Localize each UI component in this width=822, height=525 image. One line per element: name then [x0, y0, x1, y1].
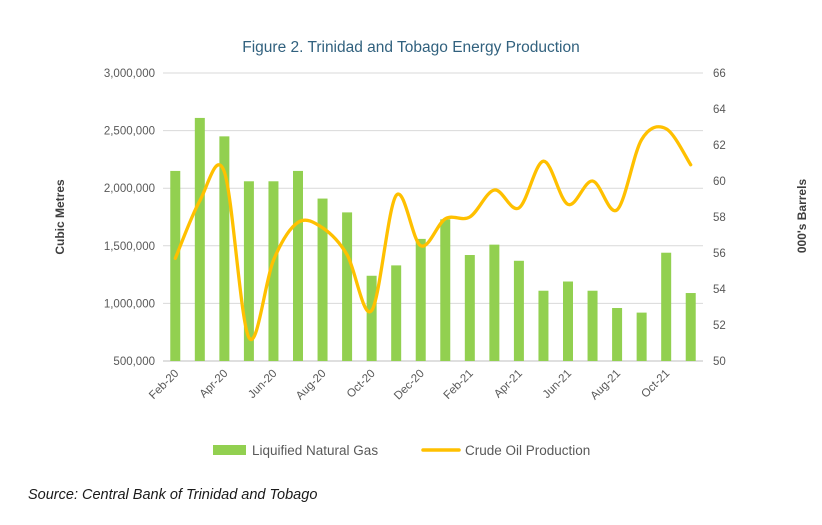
lng-bar [366, 275, 377, 361]
y-axis-right-tick-labels: 50 52 54 56 58 60 62 64 66 [713, 68, 726, 368]
lng-bar [194, 117, 205, 361]
lng-bar [587, 290, 598, 361]
y-left-tick-label: 1,500,000 [104, 241, 155, 253]
y-right-tick-label: 64 [713, 104, 726, 116]
x-tick-label: Feb-20 [147, 368, 181, 402]
chart-title: Figure 2. Trinidad and Tobago Energy Pro… [242, 39, 580, 56]
legend-label-crude: Crude Oil Production [465, 443, 590, 458]
y-right-tick-label: 66 [713, 68, 726, 80]
left-axis-title: Cubic Metres [53, 179, 67, 255]
lng-bar [415, 238, 426, 361]
lng-bar [170, 170, 181, 361]
lng-bar [661, 252, 672, 361]
x-tick-label: Apr-21 [492, 368, 525, 401]
legend: Liquified Natural Gas Crude Oil Producti… [213, 443, 590, 458]
y-left-tick-label: 500,000 [113, 356, 155, 368]
legend-item-lng: Liquified Natural Gas [213, 443, 378, 458]
lng-bar [268, 181, 279, 361]
lng-bar [464, 255, 475, 361]
lng-bar [219, 136, 230, 361]
x-tick-label: Oct-20 [345, 368, 378, 401]
lng-bar [685, 293, 696, 361]
lng-bar [342, 212, 353, 361]
lng-bar [293, 170, 303, 361]
y-left-tick-label: 2,000,000 [104, 183, 155, 195]
y-right-tick-label: 56 [713, 248, 726, 260]
lng-bar [440, 219, 451, 361]
crude-oil-line [173, 125, 693, 342]
x-axis-labels: Feb-20 Apr-20 Jun-20 Aug-20 Oct-20 Dec-20 Feb-… [147, 368, 672, 403]
y-axis-left-tick-labels: 500,000 1,000,000 1,500,000 2,000,000 2,500,… [104, 68, 155, 368]
x-tick-label: Jun-20 [246, 368, 279, 401]
source-note: Source: Central Bank of Trinidad and Tob… [28, 487, 317, 503]
x-tick-label: Aug-21 [588, 368, 623, 403]
x-tick-label: Jun-21 [541, 368, 574, 401]
right-axis-title: 000's Barrels [795, 179, 809, 254]
lng-bars [170, 117, 696, 361]
legend-label-lng: Liquified Natural Gas [252, 443, 378, 458]
y-right-tick-label: 60 [713, 176, 726, 188]
x-tick-label: Oct-21 [639, 368, 672, 401]
lng-bar [513, 260, 524, 361]
y-right-tick-label: 50 [713, 356, 726, 368]
lng-bar [563, 281, 573, 361]
x-tick-label: Apr-20 [198, 368, 231, 401]
y-left-tick-label: 1,000,000 [104, 298, 155, 310]
y-right-tick-label: 52 [713, 320, 726, 332]
legend-swatch-lng [213, 445, 246, 455]
lng-bar [489, 244, 500, 361]
y-left-tick-label: 3,000,000 [104, 68, 155, 80]
y-left-tick-label: 2,500,000 [104, 126, 155, 138]
lng-bar [317, 198, 328, 361]
x-tick-label: Aug-20 [294, 368, 329, 403]
lng-bar [612, 308, 623, 361]
y-right-tick-label: 62 [713, 140, 726, 152]
lng-bar [243, 181, 254, 361]
lng-bar [538, 290, 549, 361]
legend-item-crude: Crude Oil Production [421, 443, 590, 458]
x-tick-label: Dec-20 [392, 368, 427, 403]
y-right-tick-label: 58 [713, 212, 726, 224]
x-tick-label: Feb-21 [442, 368, 476, 402]
lng-bar [636, 312, 647, 361]
lng-bar [391, 265, 402, 361]
y-right-tick-label: 54 [713, 284, 726, 296]
